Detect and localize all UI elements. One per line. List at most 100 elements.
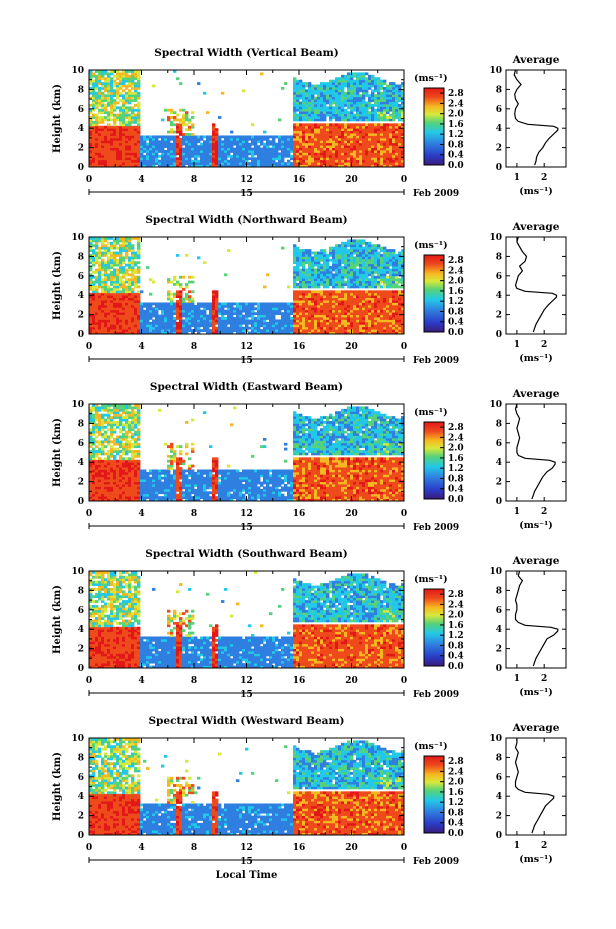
x-tick-label: 4 <box>138 509 144 519</box>
profile-y-tick-label: 2 <box>496 144 502 154</box>
profile-y-tick-label: 2 <box>496 645 502 655</box>
colorbar-tick-label: 0.8 <box>448 140 464 150</box>
colorbar-tick-label: 0.4 <box>448 318 464 328</box>
x-tick-label: 12 <box>240 843 253 853</box>
profile-frame <box>505 69 567 168</box>
colorbar-tick-label: 0.4 <box>448 485 464 495</box>
colorbar-tick-label: 2.4 <box>448 600 464 610</box>
profile-y-tick-label: 4 <box>496 124 502 134</box>
y-tick-label: 8 <box>78 586 84 596</box>
colorbar-tick-label: 2.0 <box>448 110 464 120</box>
panel-title: Spectral Width (Vertical Beam) <box>154 47 338 59</box>
panel-title: Spectral Width (Southward Beam) <box>145 548 347 560</box>
y-tick-label: 0 <box>78 831 84 841</box>
profile-y-tick-label: 2 <box>496 812 502 822</box>
colorbar <box>423 588 445 667</box>
date-tick-label: 15 <box>240 356 253 366</box>
colorbar-tick-label: 0.8 <box>448 641 464 651</box>
date-tick-label: 15 <box>240 523 253 533</box>
y-tick-label: 6 <box>78 272 84 282</box>
profile-x-label: (ms⁻¹) <box>519 687 553 698</box>
x-tick-label: 8 <box>191 342 197 352</box>
profile-x-tick-label: 1 <box>514 841 520 851</box>
profile-x-label: (ms⁻¹) <box>519 186 553 197</box>
colorbar-tick-label: 1.6 <box>448 454 464 464</box>
date-label: Feb 2009 <box>413 189 459 199</box>
y-tick-label: 0 <box>78 497 84 507</box>
x-tick-label: 16 <box>293 175 306 185</box>
colorbar-tick-label: 1.6 <box>448 120 464 130</box>
x-tick-label: 20 <box>345 676 358 686</box>
x-tick-label: 4 <box>138 175 144 185</box>
x-tick-label: 8 <box>191 175 197 185</box>
colorbar-tick-label: 2.8 <box>448 256 464 266</box>
x-tick-label: 4 <box>138 676 144 686</box>
y-tick-label: 4 <box>78 291 84 301</box>
x-tick-label: 16 <box>293 509 306 519</box>
y-tick-label: 8 <box>78 85 84 95</box>
date-tick-label: 15 <box>240 189 253 199</box>
colorbar-tick-label: 2.8 <box>448 423 464 433</box>
colorbar-unit: (ms⁻¹) <box>414 741 448 752</box>
x-tick-label: 20 <box>345 342 358 352</box>
colorbar-tick-label: 2.4 <box>448 433 464 443</box>
colorbar-unit: (ms⁻¹) <box>414 73 448 84</box>
profile-y-tick-label: 10 <box>489 233 502 243</box>
profile-y-tick-label: 6 <box>496 773 502 783</box>
panel-title: Spectral Width (Northward Beam) <box>145 214 347 226</box>
x-tick-label: 0 <box>401 676 407 686</box>
profile-title: Average <box>512 388 560 400</box>
y-tick-label: 2 <box>78 311 84 321</box>
profile-frame <box>505 236 567 335</box>
panel-title: Spectral Width (Eastward Beam) <box>150 381 343 393</box>
profile-frame <box>505 737 567 836</box>
profile-y-tick-label: 6 <box>496 439 502 449</box>
profile-y-tick-label: 10 <box>489 567 502 577</box>
colorbar-tick-label: 0.4 <box>448 819 464 829</box>
y-tick-label: 2 <box>78 645 84 655</box>
x-tick-label: 20 <box>345 509 358 519</box>
x-tick-label: 16 <box>293 342 306 352</box>
colorbar-tick-label: 1.2 <box>448 631 464 641</box>
y-tick-label: 0 <box>78 330 84 340</box>
x-tick-label: 4 <box>138 342 144 352</box>
y-tick-label: 2 <box>78 812 84 822</box>
colorbar-tick-label: 2.0 <box>448 778 464 788</box>
x-tick-label: 8 <box>191 509 197 519</box>
colorbar <box>423 421 445 500</box>
profile-x-tick-label: 2 <box>541 173 547 183</box>
heatmap-cells <box>89 738 405 836</box>
colorbar-tick-label: 2.0 <box>448 444 464 454</box>
profile-y-tick-label: 2 <box>496 478 502 488</box>
colorbar-tick-label: 1.2 <box>448 130 464 140</box>
colorbar-tick-label: 2.4 <box>448 767 464 777</box>
x-tick-label: 8 <box>191 676 197 686</box>
x-tick-label: 0 <box>401 843 407 853</box>
x-tick-label: 20 <box>345 175 358 185</box>
profile-title: Average <box>512 555 560 567</box>
heatmap-cells <box>89 571 405 669</box>
x-tick-label: 8 <box>191 843 197 853</box>
colorbar-tick-label: 0.8 <box>448 474 464 484</box>
colorbar-tick-label: 1.6 <box>448 788 464 798</box>
y-axis-label: Height (km) <box>52 752 63 821</box>
panel-title: Spectral Width (Westward Beam) <box>148 715 344 727</box>
y-tick-label: 10 <box>71 567 84 577</box>
profile-x-tick-label: 2 <box>541 841 547 851</box>
profile-x-tick-label: 1 <box>514 173 520 183</box>
y-tick-label: 10 <box>71 400 84 410</box>
x-tick-label: 12 <box>240 676 253 686</box>
x-tick-label: 0 <box>401 342 407 352</box>
colorbar-tick-label: 0.0 <box>448 328 464 338</box>
colorbar-tick-label: 0.8 <box>448 307 464 317</box>
y-tick-label: 10 <box>71 734 84 744</box>
heatmap-cells <box>89 237 405 335</box>
x-tick-label: 0 <box>86 175 92 185</box>
x-tick-label: 12 <box>240 342 253 352</box>
colorbar-unit: (ms⁻¹) <box>414 407 448 418</box>
x-tick-label: 0 <box>86 509 92 519</box>
profile-y-tick-label: 0 <box>496 163 502 173</box>
profile-line <box>514 570 559 667</box>
date-label: Feb 2009 <box>413 356 459 366</box>
